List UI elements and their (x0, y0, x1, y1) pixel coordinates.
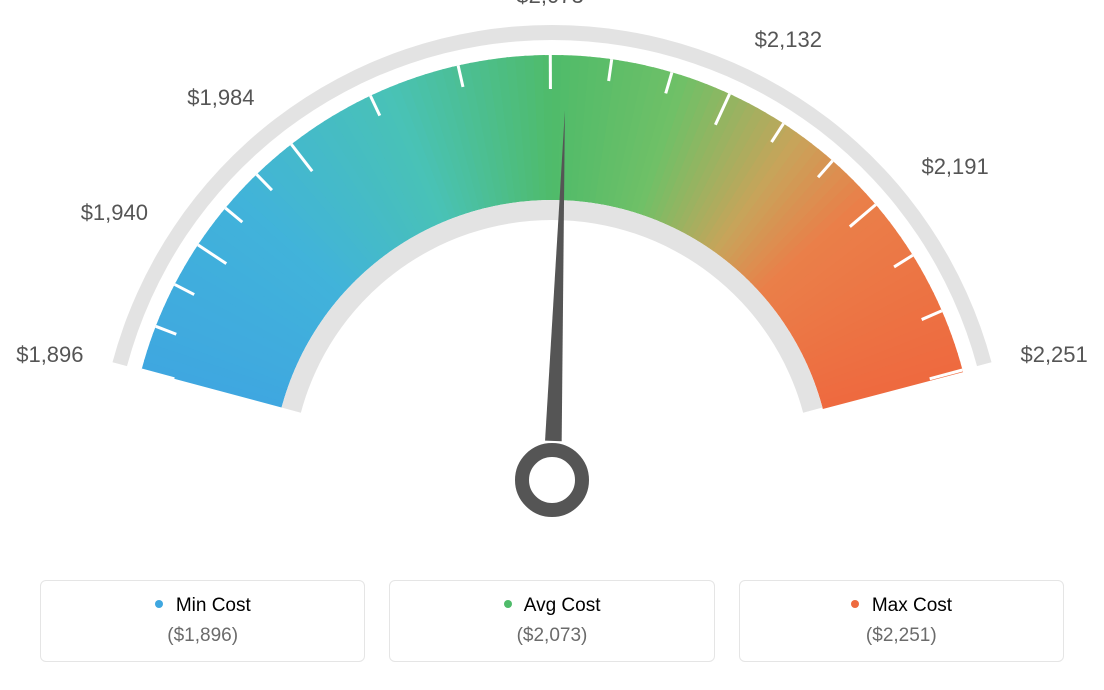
dot-icon (504, 600, 512, 608)
legend-value-avg: ($2,073) (390, 625, 713, 647)
gauge-area: $1,896 $1,940 $1,984 $2,073 $2,132 $2,191 $2,2… (0, 0, 1104, 540)
gauge-chart-container: $1,896 $1,940 $1,984 $2,073 $2,132 $2,191 $2,2… (0, 0, 1104, 690)
legend-title-max-text: Max Cost (872, 595, 952, 616)
gauge-tick-label: $1,940 (78, 200, 148, 226)
legend-title-max: Max Cost (740, 595, 1063, 617)
gauge-tick-label: $2,191 (921, 154, 988, 180)
legend-card-avg: Avg Cost ($2,073) (389, 580, 714, 662)
legend-value-min: ($1,896) (41, 625, 364, 647)
dot-icon (851, 600, 859, 608)
legend-title-avg-text: Avg Cost (524, 595, 601, 616)
dot-icon (155, 600, 163, 608)
gauge-svg (0, 0, 1104, 540)
gauge-tick-label: $2,132 (755, 27, 822, 53)
legend-value-max: ($2,251) (740, 625, 1063, 647)
legend-title-avg: Avg Cost (390, 595, 713, 617)
legend-row: Min Cost ($1,896) Avg Cost ($2,073) Max … (40, 580, 1064, 662)
gauge-tick-label: $2,251 (1020, 342, 1087, 368)
gauge-tick-label: $1,896 (14, 342, 84, 368)
legend-card-max: Max Cost ($2,251) (739, 580, 1064, 662)
legend-card-min: Min Cost ($1,896) (40, 580, 365, 662)
gauge-tick-label: $1,984 (185, 85, 255, 111)
legend-title-min: Min Cost (41, 595, 364, 617)
legend-title-min-text: Min Cost (176, 595, 251, 616)
gauge-tick-label: $2,073 (515, 0, 585, 9)
